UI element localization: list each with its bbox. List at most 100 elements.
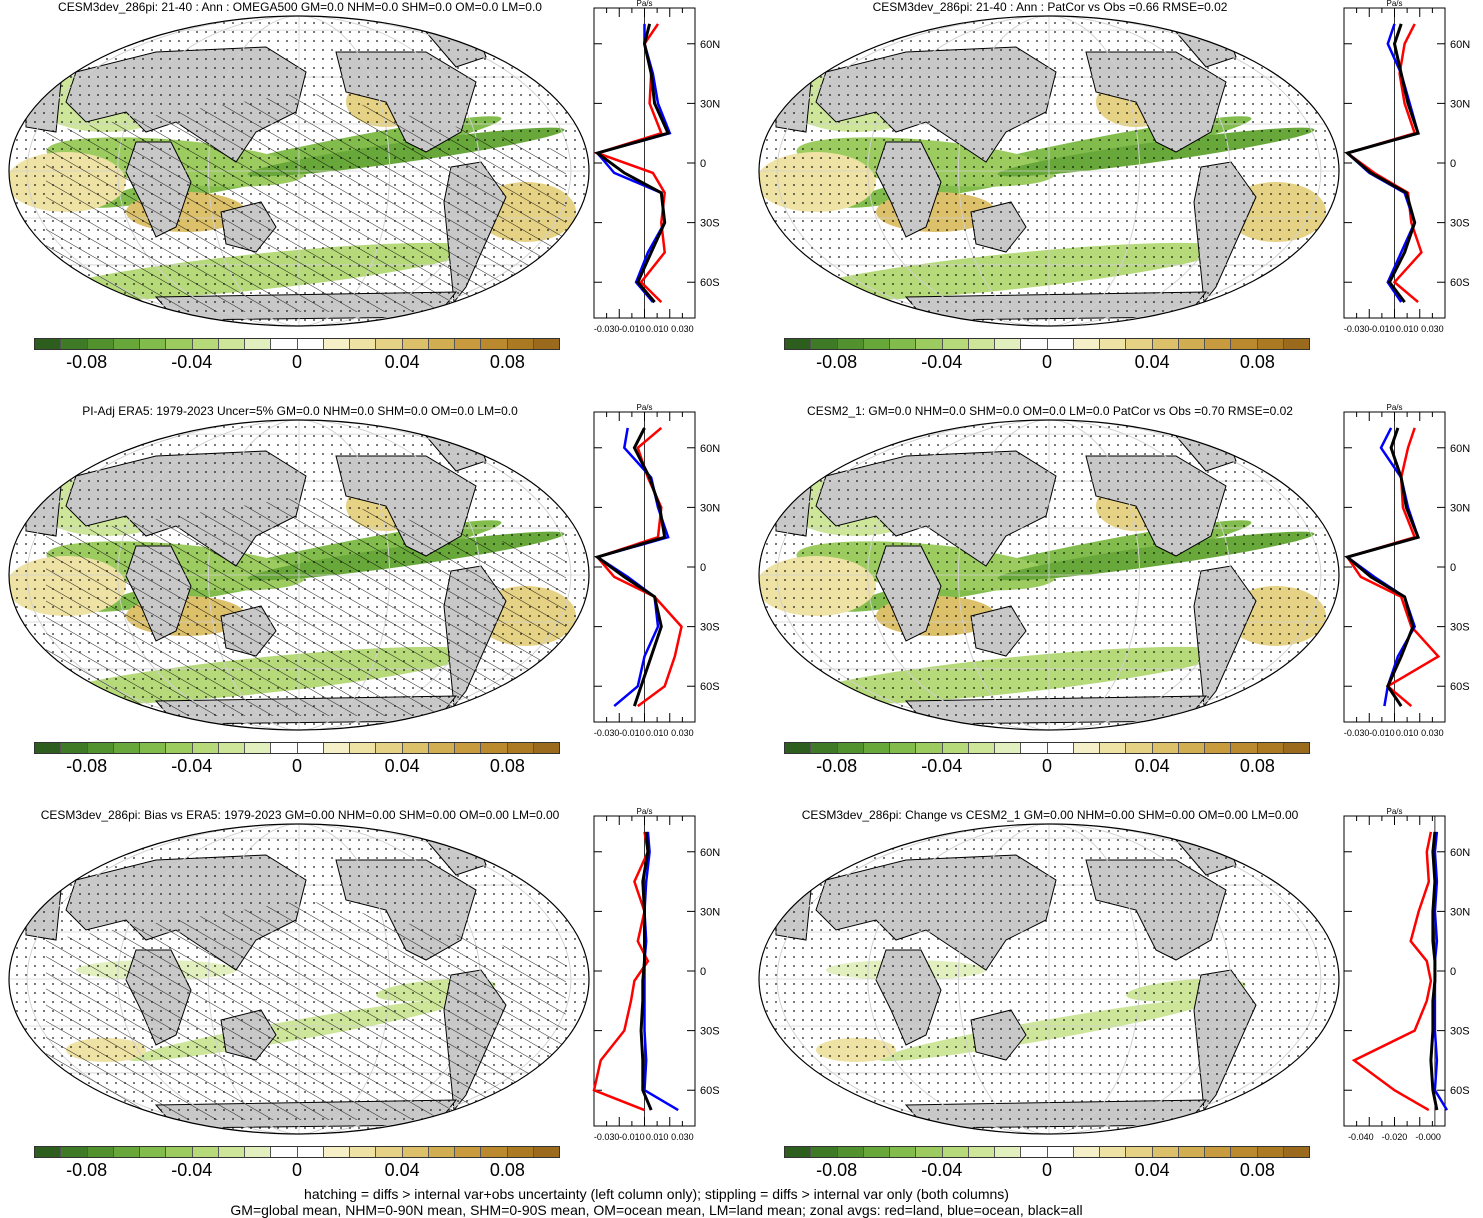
colorbar-cell bbox=[968, 339, 995, 349]
zonal-lat-tick-label: 30S bbox=[1450, 218, 1470, 230]
colorbar-cell bbox=[1283, 743, 1309, 753]
zonal-line-ocean bbox=[594, 427, 670, 708]
zonal-lat-tick-label: 0 bbox=[700, 966, 706, 978]
colorbar-cell bbox=[1257, 339, 1284, 349]
colorbar-cell bbox=[890, 339, 917, 349]
colorbar-label: -0.08 bbox=[66, 1160, 108, 1180]
colorbar-cell bbox=[1178, 339, 1205, 349]
colorbar-cell bbox=[1100, 339, 1127, 349]
colorbar-cell bbox=[995, 743, 1022, 753]
colorbar-cell bbox=[863, 1147, 890, 1157]
colorbar-cell bbox=[113, 339, 140, 349]
colorbar bbox=[784, 742, 1310, 754]
zonal-x-tick-label: -0.010 bbox=[1369, 324, 1395, 334]
colorbar bbox=[34, 338, 560, 350]
colorbar-cell bbox=[297, 743, 324, 753]
zonal-mean-plot: Pa/s 60N 30N 0 30S 60S -0.030 -0.010 0.010 0.030 bbox=[1343, 404, 1470, 738]
colorbar-cell bbox=[402, 1147, 429, 1157]
zonal-x-tick-label: 0.030 bbox=[671, 1132, 694, 1142]
colorbar-cell bbox=[350, 339, 377, 349]
colorbar-cell bbox=[192, 743, 219, 753]
colorbar-cell bbox=[837, 1147, 864, 1157]
zonal-lat-tick-label: 60N bbox=[700, 443, 720, 455]
colorbar-cell bbox=[1126, 743, 1153, 753]
colorbar-cell bbox=[507, 743, 534, 753]
map-field bbox=[759, 824, 1339, 1134]
colorbar-cell bbox=[350, 1147, 377, 1157]
zonal-mean-plot: Pa/s 60N 30N 0 30S 60S -0.030 -0.010 0.010 0.030 bbox=[1343, 0, 1470, 334]
colorbar-label: 0 bbox=[1041, 1160, 1053, 1180]
hatching-region bbox=[46, 496, 566, 716]
colorbar-label: 0 bbox=[1041, 756, 1053, 776]
colorbar-cell bbox=[245, 743, 272, 753]
zonal-lat-tick-label: 60S bbox=[1450, 1085, 1470, 1097]
colorbar-label: 0.04 bbox=[1134, 1160, 1170, 1180]
zonal-line-all bbox=[639, 831, 653, 1111]
robinson-map bbox=[8, 419, 590, 731]
colorbar-cell bbox=[1073, 339, 1100, 349]
zonal-lat-tick-label: 0 bbox=[700, 158, 706, 170]
zonal-unit-label: Pa/s bbox=[1386, 808, 1402, 816]
colorbar bbox=[34, 1146, 560, 1158]
colorbar-cell bbox=[507, 1147, 534, 1157]
zonal-line-all bbox=[594, 427, 667, 707]
zonal-x-tick-label: -0.010 bbox=[619, 1132, 645, 1142]
zonal-x-tick-label: -0.000 bbox=[1415, 1132, 1441, 1142]
colorbar-cell bbox=[1205, 743, 1232, 753]
colorbar-cell bbox=[166, 743, 193, 753]
colorbar-cell bbox=[916, 339, 943, 349]
colorbar-cell bbox=[1047, 339, 1074, 349]
colorbar-cell bbox=[61, 339, 88, 349]
colorbar-cell bbox=[1152, 743, 1179, 753]
colorbar-cell bbox=[863, 339, 890, 349]
zonal-x-tick-label: -0.030 bbox=[1344, 728, 1370, 738]
zonal-x-tick-label: 0.010 bbox=[646, 1132, 669, 1142]
colorbar-cell bbox=[271, 743, 298, 753]
map-border bbox=[8, 823, 590, 1135]
colorbar-label: 0 bbox=[291, 756, 303, 776]
colorbar-cell bbox=[481, 743, 508, 753]
colorbar-label: -0.04 bbox=[921, 352, 963, 372]
colorbar-cell bbox=[35, 1147, 62, 1157]
colorbar-label: 0.08 bbox=[489, 1160, 525, 1180]
colorbar-cell bbox=[890, 743, 917, 753]
colorbar-label: 0.04 bbox=[1134, 352, 1170, 372]
colorbar-cell bbox=[323, 743, 350, 753]
colorbar-cell bbox=[218, 339, 245, 349]
colorbar-cell bbox=[1152, 339, 1179, 349]
colorbar-cell bbox=[376, 339, 403, 349]
zonal-lat-tick-label: 30S bbox=[700, 218, 720, 230]
colorbar-label: 0.08 bbox=[1239, 756, 1275, 776]
zonal-lat-tick-label: 30N bbox=[1450, 906, 1470, 918]
colorbar-cell bbox=[323, 1147, 350, 1157]
panel-5: CESM3dev_286pi: Bias vs ERA5: 1979-2023 … bbox=[0, 808, 741, 1208]
hatching-region bbox=[46, 92, 566, 312]
map-field bbox=[759, 16, 1339, 326]
zonal-lat-tick-label: 60S bbox=[1450, 681, 1470, 693]
zonal-lat-tick-label: 30N bbox=[700, 98, 720, 110]
colorbar-cell bbox=[1021, 339, 1048, 349]
zonal-x-tick-label: -0.030 bbox=[594, 324, 620, 334]
colorbar-cell bbox=[350, 743, 377, 753]
panel-title: CESM2_1: GM=0.0 NHM=0.0 SHM=0.0 OM=0.0 L… bbox=[807, 404, 1293, 418]
colorbar-cell bbox=[507, 339, 534, 349]
colorbar-label: 0 bbox=[1041, 352, 1053, 372]
colorbar-cell bbox=[140, 743, 167, 753]
colorbar-cell bbox=[1152, 1147, 1179, 1157]
colorbar-cell bbox=[837, 743, 864, 753]
colorbar-cell bbox=[942, 743, 969, 753]
colorbar-label: -0.04 bbox=[921, 1160, 963, 1180]
colorbar-cell bbox=[1231, 743, 1258, 753]
zonal-line-all bbox=[594, 23, 671, 304]
colorbar-labels: -0.08 -0.04 0 0.04 0.08 bbox=[784, 756, 1310, 780]
zonal-lat-tick-label: 30S bbox=[700, 622, 720, 634]
zonal-lat-tick-label: 0 bbox=[1450, 562, 1456, 574]
zonal-x-tick-label: 0.010 bbox=[1396, 728, 1419, 738]
zonal-unit-label: Pa/s bbox=[636, 808, 652, 816]
colorbar-cell bbox=[785, 743, 812, 753]
colorbar-cell bbox=[1073, 1147, 1100, 1157]
colorbar bbox=[784, 1146, 1310, 1158]
colorbar-cell bbox=[1257, 1147, 1284, 1157]
zonal-x-tick-label: -0.040 bbox=[1348, 1132, 1374, 1142]
colorbar-cell bbox=[35, 743, 62, 753]
